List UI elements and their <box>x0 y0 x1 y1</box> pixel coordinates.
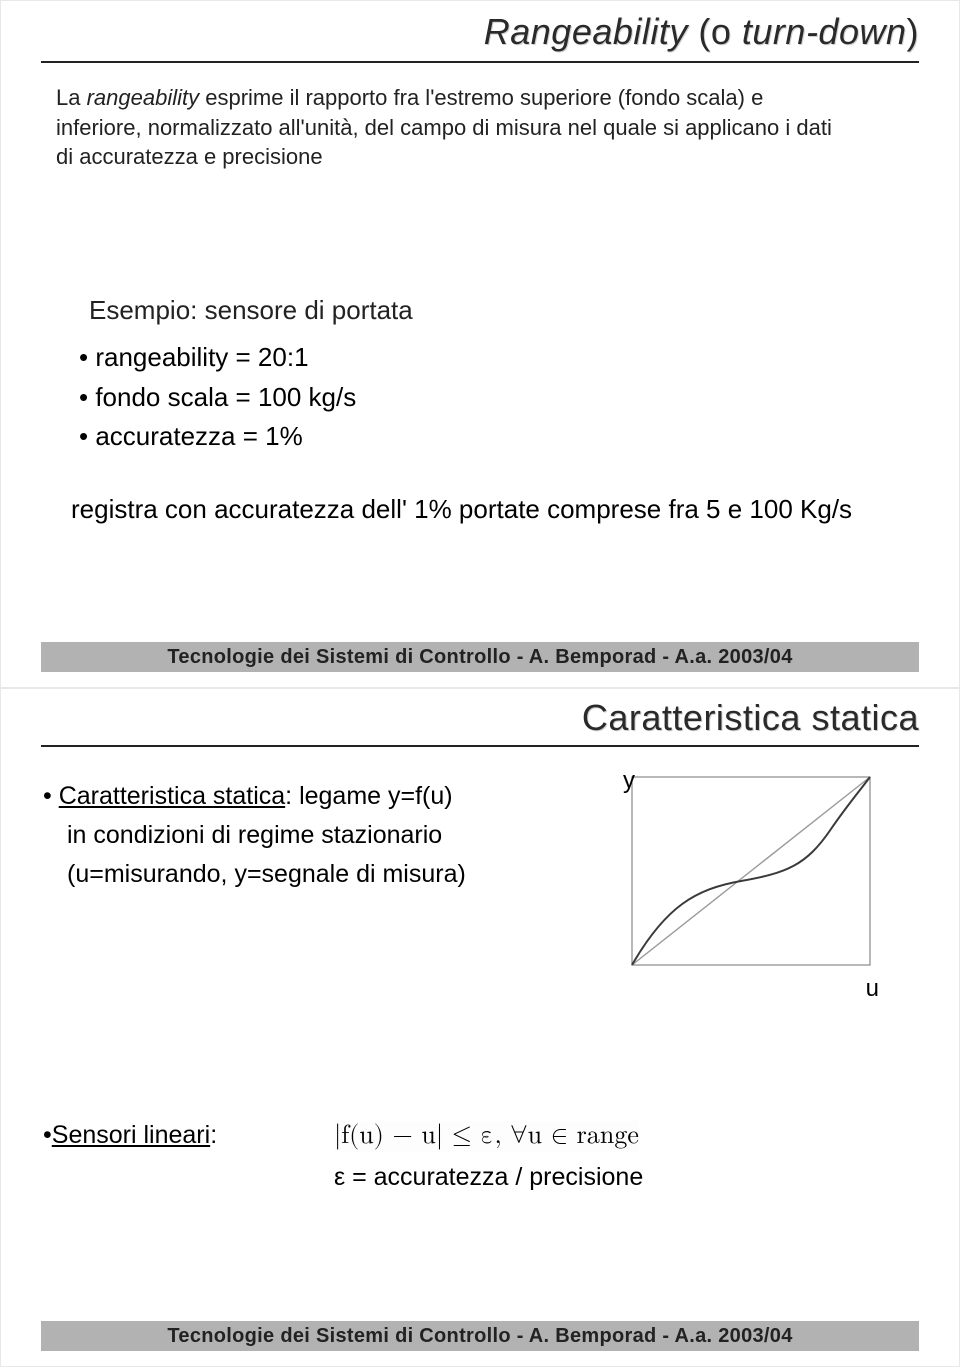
title-roman-2: ) <box>907 11 920 52</box>
bullet1-line3: (u=misurando, y=segnale di misura) <box>67 855 603 894</box>
bullet1-line2: in condizioni di regime stazionario <box>67 816 603 855</box>
intro-paragraph: La rangeability esprime il rapporto fra … <box>56 83 846 172</box>
title-rule <box>41 61 919 63</box>
title-italic-2: turn-down <box>742 11 907 52</box>
chart-diagonal <box>632 777 870 965</box>
slide-title-2: Caratteristica statica <box>582 697 919 739</box>
bullet-sensori-lineari: •Sensori lineari: <box>43 1121 217 1150</box>
example-summary: registra con accuratezza dell' 1% portat… <box>71 491 891 529</box>
intro-pre: La <box>56 85 87 110</box>
chart-u-label: u <box>866 975 879 1003</box>
slide-rangeability: Rangeability (o turn-down) La rangeabili… <box>0 0 960 688</box>
chart-svg <box>626 771 876 971</box>
bullet1-lead: Caratteristica statica <box>59 782 285 810</box>
intro-italic: rangeability <box>87 85 200 110</box>
footer-bar-2: Tecnologie dei Sistemi di Controllo - A.… <box>41 1321 919 1351</box>
chart-y-label: y <box>623 767 635 795</box>
bullet2-label: Sensori lineari <box>52 1121 210 1149</box>
math-inequality: |f(u) − u| ≤ ε, ∀u ∈ range <box>334 1121 639 1152</box>
epsilon-definition: ε = accuratezza / precisione <box>334 1163 643 1192</box>
static-characteristic-chart: y u <box>626 771 876 971</box>
bullet2-colon: : <box>210 1121 217 1149</box>
slide-caratteristica: Caratteristica statica • Caratteristica … <box>0 688 960 1367</box>
footer-bar: Tecnologie dei Sistemi di Controllo - A.… <box>41 642 919 672</box>
bullet1-rest: : legame y=f(u) <box>285 782 452 810</box>
title-roman-1: (o <box>688 11 742 52</box>
title-wrap: Rangeability (o turn-down) <box>484 11 919 53</box>
title-wrap-2: Caratteristica statica <box>582 697 919 739</box>
bullet-accuratezza: accuratezza = 1% <box>79 418 356 456</box>
bullet-rangeability: rangeability = 20:1 <box>79 339 356 377</box>
example-bullets: rangeability = 20:1 fondo scala = 100 kg… <box>79 339 356 458</box>
title-rule-2 <box>41 745 919 747</box>
bullet-caratteristica: • Caratteristica statica: legame y=f(u) … <box>43 777 603 893</box>
title-italic-1: Rangeability <box>484 11 688 52</box>
slide-title: Rangeability (o turn-down) <box>484 11 919 53</box>
bullet-fondoscala: fondo scala = 100 kg/s <box>79 379 356 417</box>
example-heading: Esempio: sensore di portata <box>89 295 413 326</box>
